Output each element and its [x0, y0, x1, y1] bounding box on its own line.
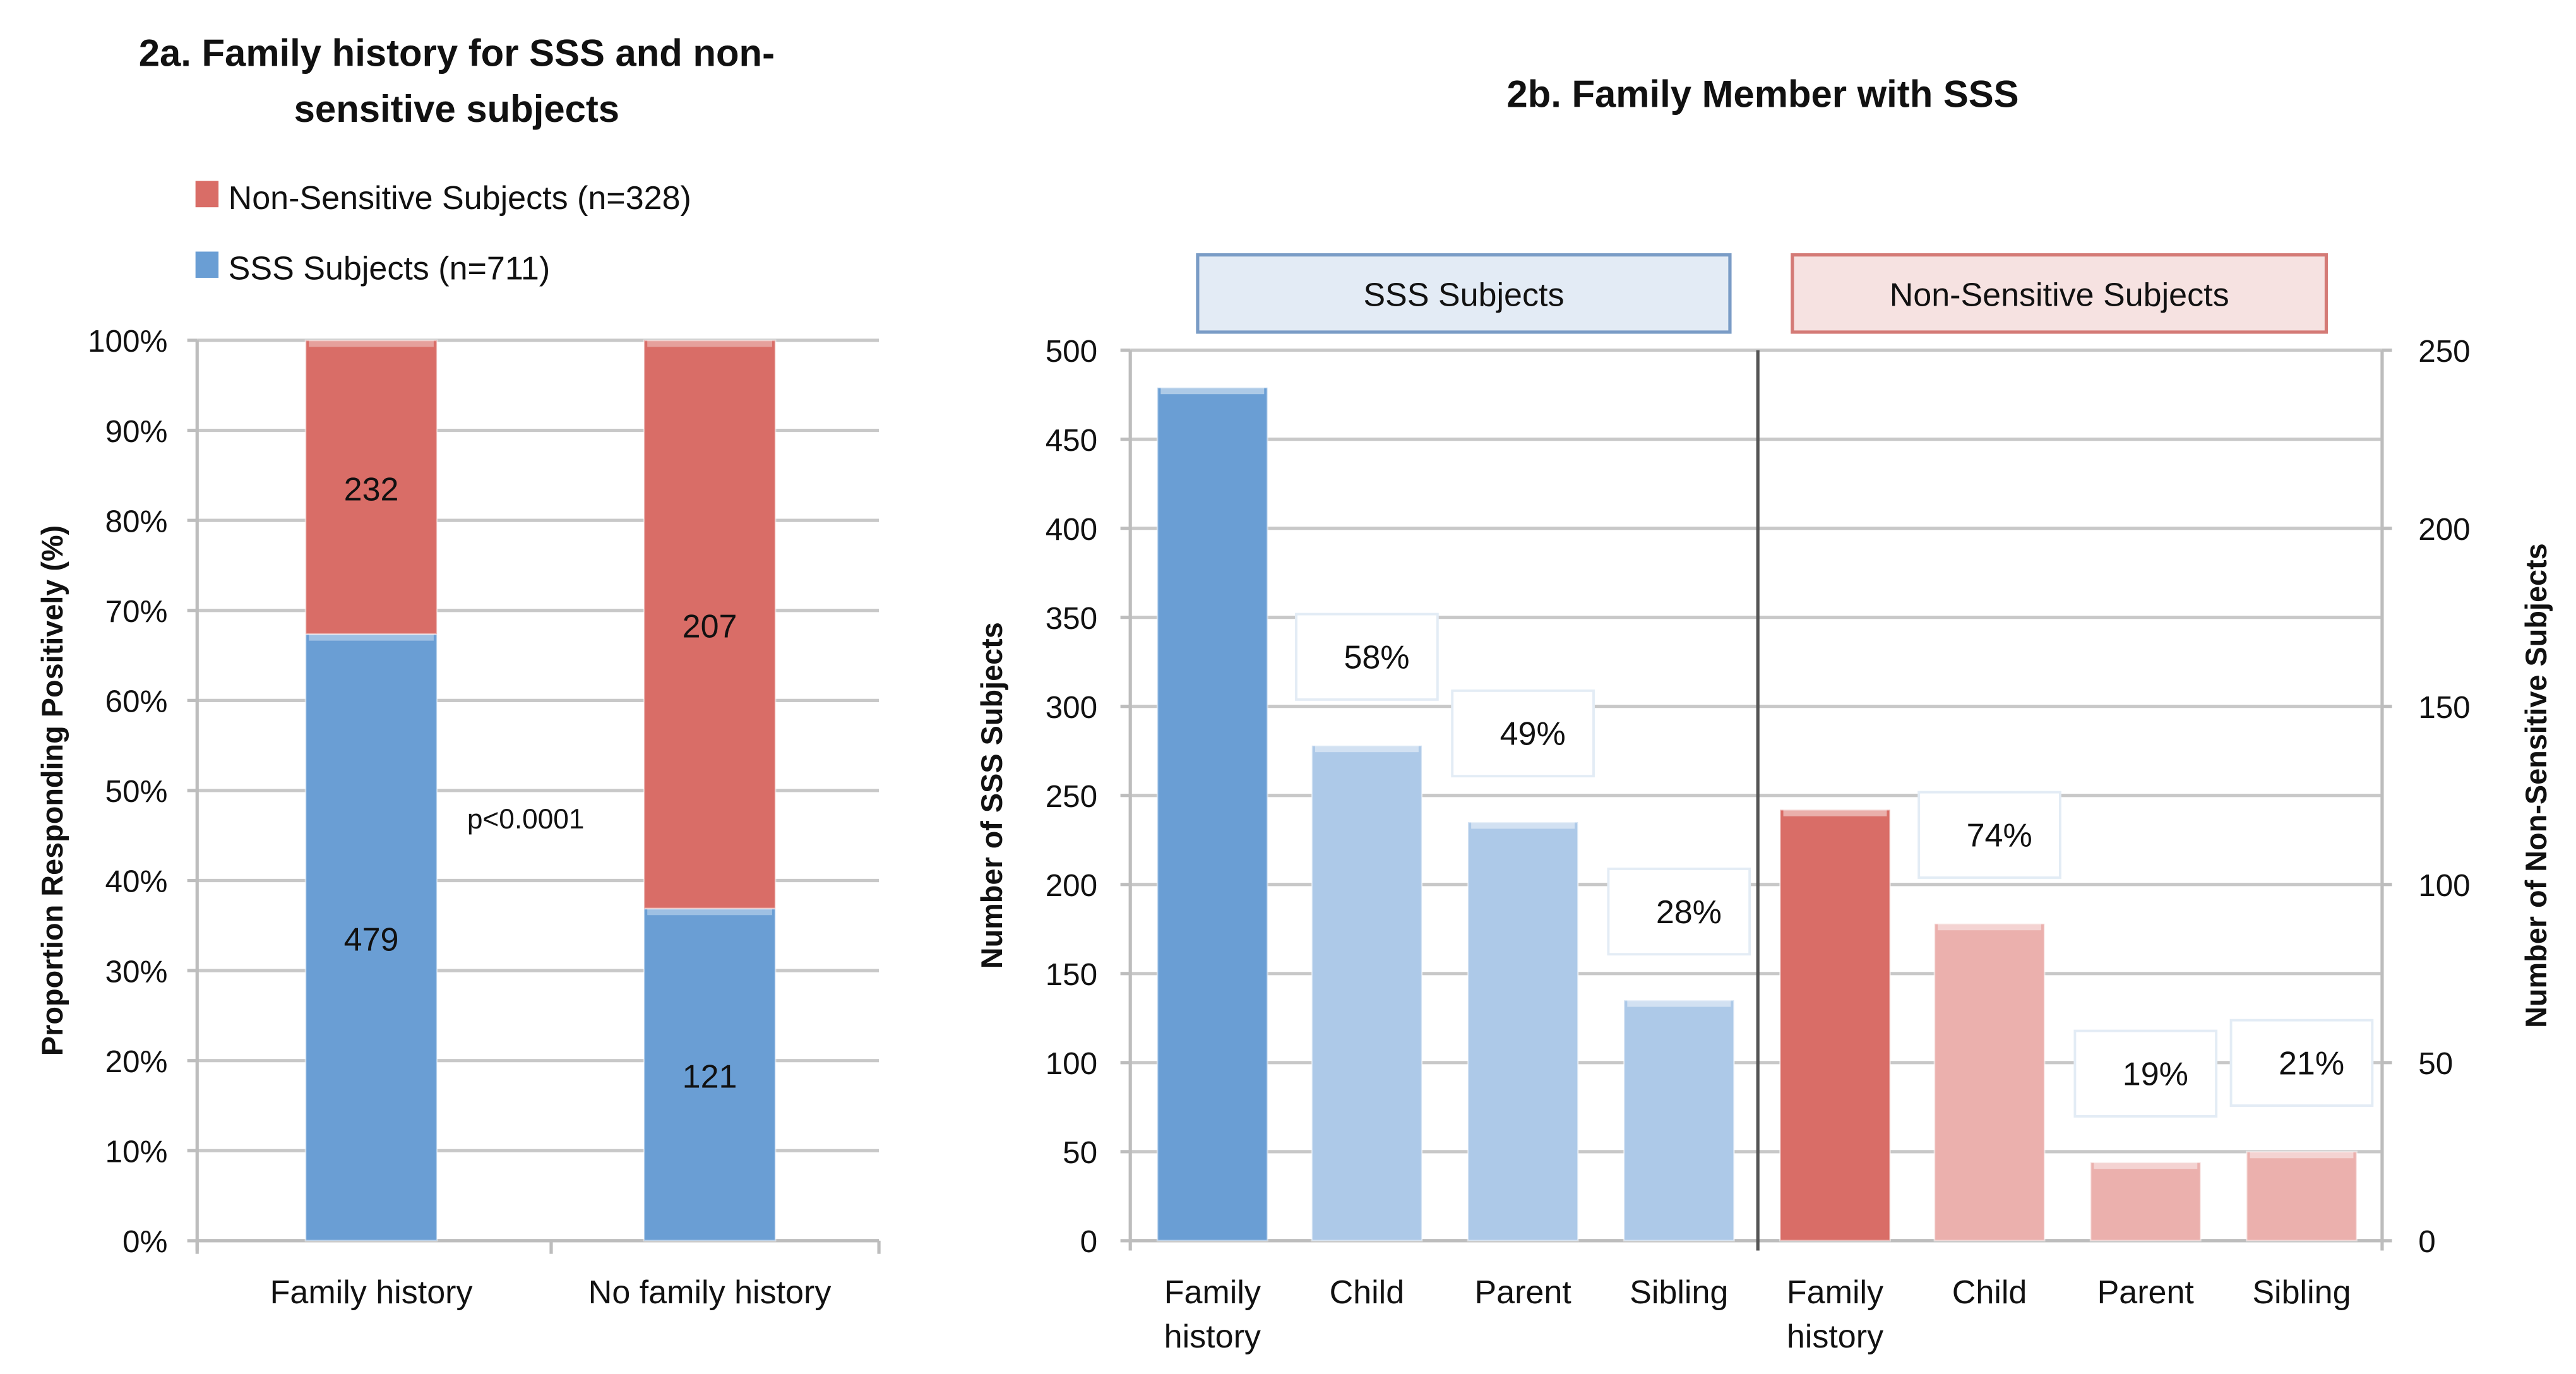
bar-highlight: [1471, 822, 1575, 829]
bar-highlight: [2250, 1151, 2354, 1159]
data-label: 49%: [1500, 716, 1566, 753]
chart-2a: 2a. Family history for SSS and non- sens…: [36, 32, 881, 1311]
group-header-box: [1791, 253, 2329, 334]
y-tick-label: 150: [1046, 957, 1097, 992]
y-tick-label: 30%: [105, 954, 167, 989]
legend-non-sensitive: Non-Sensitive Subjects (n=328): [229, 180, 691, 217]
right-y-tick-label: 200: [2418, 512, 2470, 547]
legend-swatch-non-sensitive: [195, 181, 219, 208]
x-tick-label: Family: [1787, 1274, 1883, 1311]
y-tick-label: 0%: [122, 1224, 167, 1259]
bar-segment: [643, 907, 777, 1242]
y-tick-label: 50: [1063, 1135, 1097, 1170]
bar: [1933, 923, 2046, 1242]
x-tick-label: Sibling: [1630, 1274, 1728, 1311]
data-label: 479: [344, 921, 399, 958]
chart-2b-title: 2b. Family Member with SSS: [1506, 73, 2018, 115]
y-tick-label: 10%: [105, 1135, 167, 1169]
bar: [1623, 999, 1735, 1242]
chart-2a-y-axis-label: Proportion Responding Positively (%): [36, 525, 69, 1056]
chart-2b-y-axis-label: Number of SSS Subjects: [975, 622, 1008, 969]
bar-highlight: [2094, 1162, 2198, 1169]
right-y-tick-label: 150: [2418, 690, 2470, 725]
bar-highlight: [1160, 387, 1265, 395]
y-tick-label: 300: [1046, 690, 1097, 725]
x-tick-label: history: [1787, 1318, 1883, 1355]
y-tick-label: 20%: [105, 1044, 167, 1079]
data-label-box: [2229, 1019, 2374, 1107]
data-label: 58%: [1344, 639, 1409, 676]
x-tick-label: Family history: [270, 1274, 473, 1311]
data-label-box: [1607, 867, 1751, 956]
y-tick-label: 400: [1046, 512, 1097, 547]
bar-highlight: [647, 340, 772, 347]
y-tick-label: 60%: [105, 684, 167, 719]
data-label: 21%: [2279, 1046, 2344, 1082]
bar-highlight: [309, 340, 434, 347]
data-label: 121: [683, 1059, 737, 1096]
legend-sss: SSS Subjects (n=711): [229, 251, 551, 287]
y-tick-label: 40%: [105, 864, 167, 899]
bar-highlight: [1315, 745, 1419, 753]
data-label-box: [2073, 1029, 2218, 1118]
bar: [2245, 1150, 2358, 1242]
data-label: 232: [344, 471, 399, 508]
bar: [1779, 808, 1891, 1242]
y-tick-label: 90%: [105, 414, 167, 449]
data-label-box: [1917, 791, 2061, 879]
x-tick-label: history: [1164, 1318, 1261, 1355]
data-label: 74%: [1967, 818, 2032, 854]
y-tick-label: 80%: [105, 504, 167, 539]
right-y-tick-label: 100: [2418, 868, 2470, 903]
p-value-annotation: p<0.0001: [467, 804, 585, 835]
y-tick-label: 70%: [105, 594, 167, 629]
bar: [2089, 1161, 2202, 1242]
group-header-box: [1196, 253, 1732, 334]
right-y-tick-label: 0: [2418, 1224, 2436, 1259]
right-y-tick-label: 250: [2418, 334, 2470, 369]
data-label-box: [1295, 612, 1439, 701]
data-label: 19%: [2123, 1056, 2188, 1092]
data-label: 207: [683, 609, 737, 645]
bar-highlight: [1938, 923, 2042, 931]
group-header-label: SSS Subjects: [1363, 277, 1564, 313]
bar: [1467, 821, 1579, 1242]
x-tick-label: Parent: [2097, 1274, 2195, 1311]
x-tick-label: Parent: [1474, 1274, 1571, 1311]
y-tick-label: 100%: [88, 324, 167, 359]
chart-2b: 2b. Family Member with SSS 0 50 100 150 200 2…: [975, 73, 2553, 1355]
bar-segment: [643, 339, 777, 910]
group-header-label: Non-Sensitive Subjects: [1890, 277, 2229, 313]
y-tick-label: 0: [1080, 1224, 1097, 1259]
data-label-box: [1451, 689, 1595, 778]
legend-swatch-sss: [195, 251, 219, 278]
bar-highlight: [1783, 809, 1887, 816]
chart-2a-title-line-1: 2a. Family history for SSS and non-: [139, 32, 775, 74]
y-tick-label: 100: [1046, 1046, 1097, 1081]
bar-highlight: [309, 634, 434, 641]
x-tick-label: Child: [1952, 1274, 2027, 1311]
bar-segment: [304, 633, 438, 1242]
y-tick-label: 50%: [105, 774, 167, 809]
x-tick-label: Sibling: [2252, 1274, 2351, 1311]
bar-highlight: [1627, 1000, 1731, 1007]
y-tick-label: 250: [1046, 779, 1097, 814]
chart-2b-right-y-axis-label: Number of Non-Sensitive Subjects: [2520, 543, 2553, 1028]
y-tick-label: 450: [1046, 423, 1097, 458]
x-tick-label: No family history: [588, 1274, 832, 1311]
x-tick-label: Child: [1330, 1274, 1405, 1311]
bar: [1311, 744, 1423, 1242]
chart-2a-title-line-2: sensitive subjects: [294, 88, 619, 130]
right-y-tick-label: 50: [2418, 1046, 2453, 1081]
y-tick-label: 350: [1046, 601, 1097, 636]
bar-segment: [304, 339, 438, 635]
bar: [1156, 386, 1268, 1242]
x-tick-label: Family: [1164, 1274, 1261, 1311]
bar-highlight: [647, 908, 772, 916]
y-tick-label: 500: [1046, 334, 1097, 369]
y-tick-label: 200: [1046, 868, 1097, 903]
data-label: 28%: [1656, 894, 1722, 931]
